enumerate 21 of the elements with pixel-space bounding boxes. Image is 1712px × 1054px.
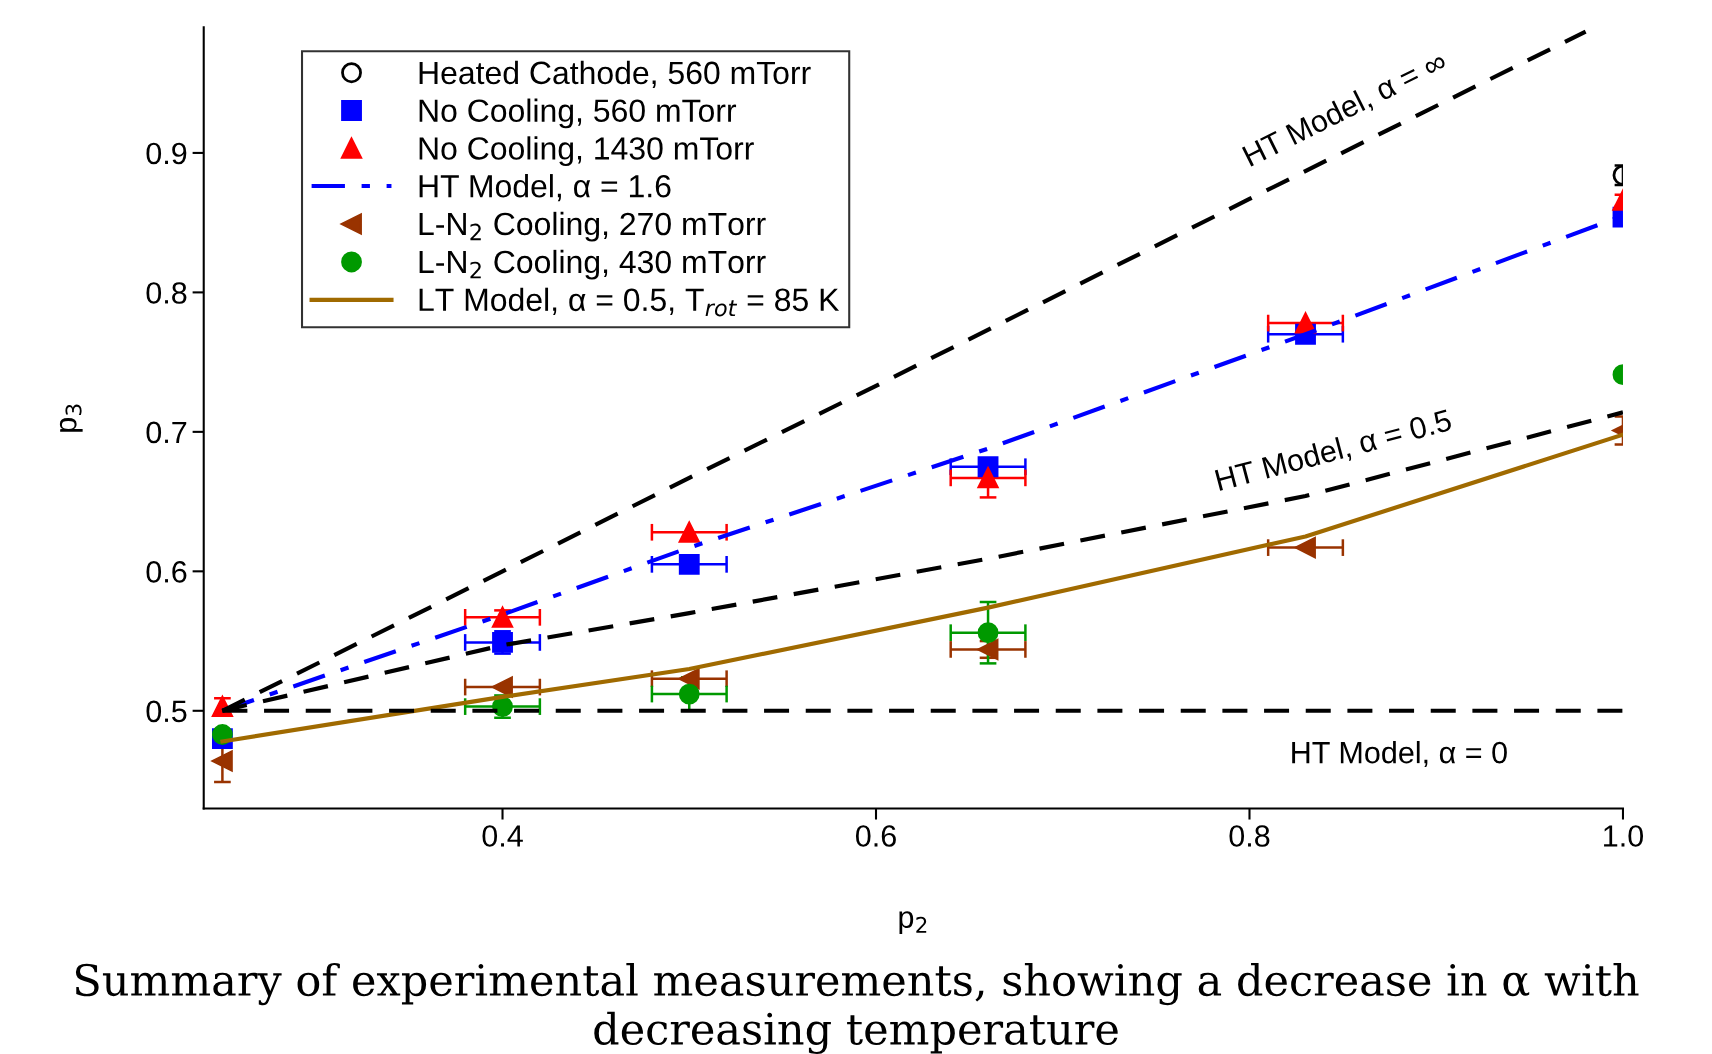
legend-label: LT Model, α = 0.5, T$_{rot}$ = 85 K	[419, 287, 840, 317]
y-axis-title: p$_{3}$	[59, 404, 83, 432]
annotation: HT Model, α = 0	[1292, 740, 1507, 768]
x-tick-label: 0.4	[482, 825, 523, 847]
x-tick-label: 0.6	[855, 825, 896, 847]
y-tick-label: 0.9	[146, 142, 187, 165]
x-tick-label: 0.8	[1229, 825, 1270, 847]
legend-label: L-N$_{2}$ Cooling, 430 mTorr	[419, 249, 766, 280]
x-axis-title: p$_{2}$	[899, 911, 927, 934]
text: Summary of experimental measurements, showing a decrease in α with decreasing temperature	[75, 962, 1639, 1054]
legend-label: L-N$_{2}$ Cooling, 270 mTorr	[419, 211, 766, 242]
x-tick-label: 1.0	[1604, 825, 1644, 847]
y-tick-label: 0.5	[146, 700, 187, 723]
legend-label: No Cooling, 560 mTorr	[419, 98, 737, 129]
legend-label: No Cooling, 1430 mTorr	[419, 136, 754, 167]
y-tick-label: 0.6	[146, 561, 187, 583]
legend-label: HT Model, α = 1.6	[419, 174, 671, 202]
y-tick-label: 0.7	[146, 421, 187, 444]
annotation: HT Model, α = 0.5	[1214, 408, 1454, 495]
y-tick-label: 0.8	[146, 282, 187, 304]
legend-label: Heated Cathode, 560 mTorr	[419, 60, 811, 89]
